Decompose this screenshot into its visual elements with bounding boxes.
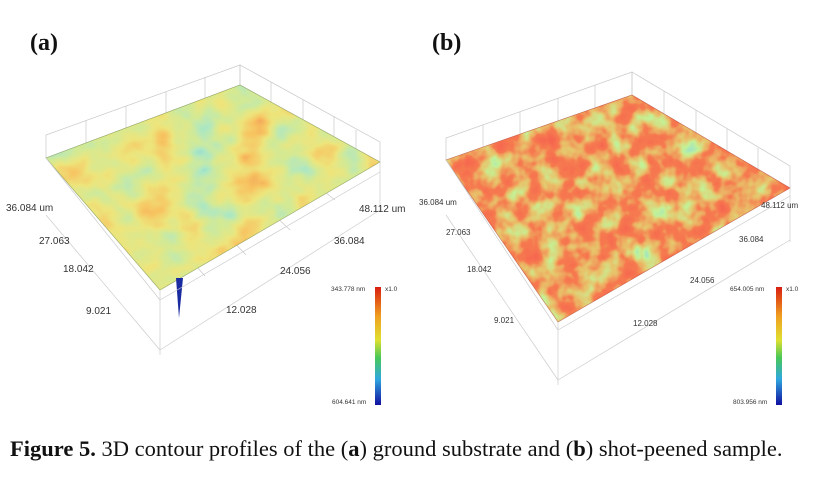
panel-a-ytick: 18.042 — [63, 264, 94, 275]
panel-b-xtick: 24.056 — [690, 276, 715, 285]
panel-b-colorbar-max: 654.005 nm — [730, 286, 764, 293]
panel-b-label: (b) — [432, 30, 462, 56]
panel-a-xtick: 36.084 — [334, 236, 365, 247]
panel-b-xtick: 48.112 um — [761, 201, 799, 210]
caption-text: ) ground substrate and ( — [359, 436, 574, 461]
caption-ref-a: a — [348, 436, 360, 461]
caption-text: ) shot-peened sample. — [585, 436, 783, 461]
panel-a-surface — [46, 85, 380, 290]
panel-b-colorbar-min: 803.956 nm — [733, 399, 767, 406]
panel-a-xtick: 12.028 — [226, 305, 257, 316]
panel-b-ytick: 9.021 — [494, 316, 515, 325]
panel-b-ytick: 36.084 um — [419, 198, 457, 207]
figure-caption: Figure 5. 3D contour profiles of the (a)… — [10, 436, 820, 462]
panel-a-colorbar-multiplier: x1.0 — [385, 286, 398, 293]
panel-a-xtick: 48.112 um — [359, 204, 406, 215]
caption-ref-b: b — [573, 436, 586, 461]
panel-b-xtick: 36.084 — [739, 235, 764, 244]
panel-a-spike — [176, 278, 183, 318]
panel-b-ytick: 27.063 — [446, 228, 471, 237]
caption-text: 3D contour profiles of the ( — [95, 436, 349, 461]
panel-b-plot: 36.084 um 27.063 18.042 9.021 12.028 24.… — [419, 71, 799, 406]
panel-a-colorbar: 343.778 nm x1.0 604.641 nm — [331, 286, 398, 406]
panel-a-colorbar-min: 604.641 nm — [332, 399, 366, 406]
panel-b-colorbar: 654.005 nm x1.0 803.956 nm — [730, 286, 799, 406]
panel-b-xtick: 12.028 — [633, 319, 658, 328]
panel-a-ytick: 27.063 — [39, 236, 70, 247]
panel-b-ytick: 18.042 — [467, 265, 492, 274]
panel-b-colorbar-multiplier: x1.0 — [786, 286, 799, 293]
panel-a-label: (a) — [30, 30, 58, 56]
caption-figure-number: Figure 5. — [10, 436, 96, 461]
panel-a-ytick: 9.021 — [86, 306, 111, 317]
panel-a-plot: 36.084 um 27.063 18.042 9.021 12.028 24.… — [6, 64, 406, 406]
panel-a-ytick: 36.084 um — [6, 203, 53, 214]
panel-a-xtick: 24.056 — [280, 266, 311, 277]
panel-a-colorbar-max: 343.778 nm — [331, 286, 365, 293]
